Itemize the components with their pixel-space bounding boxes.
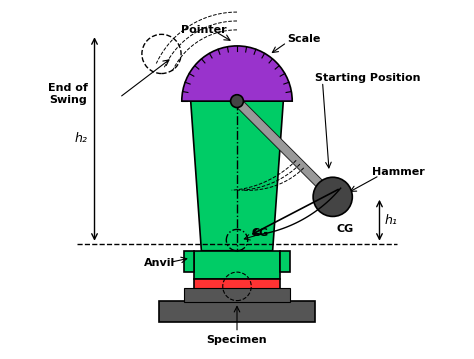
Text: Scale: Scale [287,34,320,44]
Polygon shape [194,279,280,302]
Polygon shape [280,251,291,272]
Text: Hammer: Hammer [373,167,425,177]
Wedge shape [182,46,292,101]
Polygon shape [194,251,280,279]
Circle shape [313,177,352,216]
Text: Pointer: Pointer [181,25,226,35]
Text: CG: CG [251,228,268,238]
Text: Starting Position: Starting Position [315,73,421,83]
Polygon shape [191,101,283,251]
Text: Anvil: Anvil [145,258,176,268]
Text: End of
Swing: End of Swing [47,83,87,105]
Bar [159,300,315,322]
Polygon shape [183,251,194,272]
Text: Specimen: Specimen [207,335,267,345]
Text: h₁: h₁ [385,214,398,227]
Circle shape [230,95,244,108]
Text: h₂: h₂ [74,132,87,145]
Text: CG: CG [336,224,354,234]
Bar [183,288,291,302]
